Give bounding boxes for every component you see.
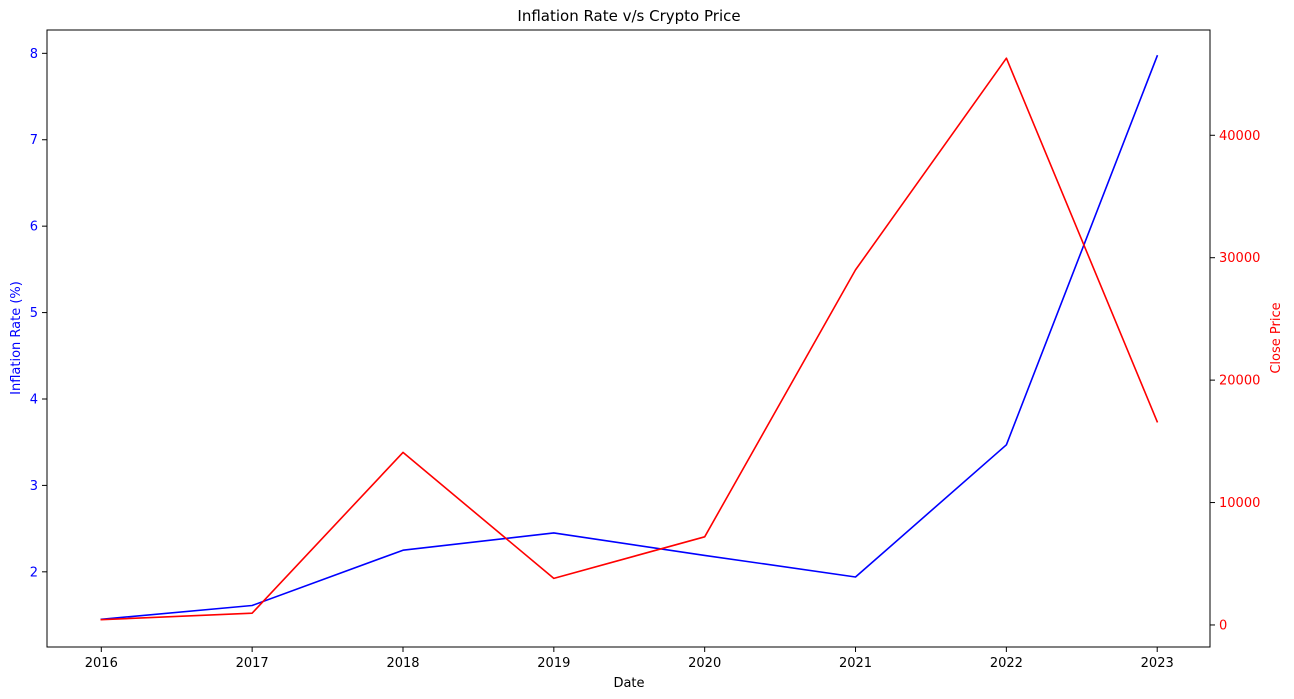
left-y-axis: 2 3 4 5 6 7 8 <box>30 47 47 580</box>
right-y-tick-label: 10000 <box>1219 496 1260 511</box>
plot-frame <box>46 29 1211 648</box>
right-y-tick-label: 20000 <box>1219 374 1260 389</box>
chart-title: Inflation Rate v/s Crypto Price <box>517 7 740 25</box>
left-y-tick-label: 3 <box>30 479 38 494</box>
right-y-tick-label: 30000 <box>1219 251 1260 266</box>
x-tick-label: 2018 <box>386 656 419 671</box>
x-tick-label: 2016 <box>85 656 118 671</box>
left-y-axis-label: Inflation Rate (%) <box>9 281 24 395</box>
series-lines <box>100 54 1159 621</box>
x-tick-label: 2020 <box>688 656 721 671</box>
x-tick-label: 2019 <box>537 656 570 671</box>
x-tick-label: 2022 <box>990 656 1023 671</box>
left-y-tick-label: 6 <box>30 220 38 235</box>
left-y-tick-label: 5 <box>30 306 38 321</box>
right-y-axis: 0 10000 20000 30000 40000 <box>1210 129 1260 633</box>
x-axis: 2016 2017 2018 2019 2020 2021 2022 2023 <box>85 647 1174 671</box>
x-axis-label: Date <box>613 676 644 691</box>
x-tick-label: 2017 <box>236 656 269 671</box>
right-y-tick-label: 0 <box>1219 618 1227 633</box>
right-y-axis-label: Close Price <box>1269 302 1284 373</box>
close-price-line <box>100 57 1159 621</box>
left-y-tick-label: 4 <box>30 392 38 407</box>
right-y-tick-label: 40000 <box>1219 129 1260 144</box>
x-tick-label: 2021 <box>839 656 872 671</box>
left-y-tick-label: 8 <box>30 47 38 62</box>
left-y-tick-label: 7 <box>30 133 38 148</box>
x-tick-label: 2023 <box>1141 656 1174 671</box>
left-y-tick-label: 2 <box>30 565 38 580</box>
inflation-rate-line <box>100 54 1159 621</box>
